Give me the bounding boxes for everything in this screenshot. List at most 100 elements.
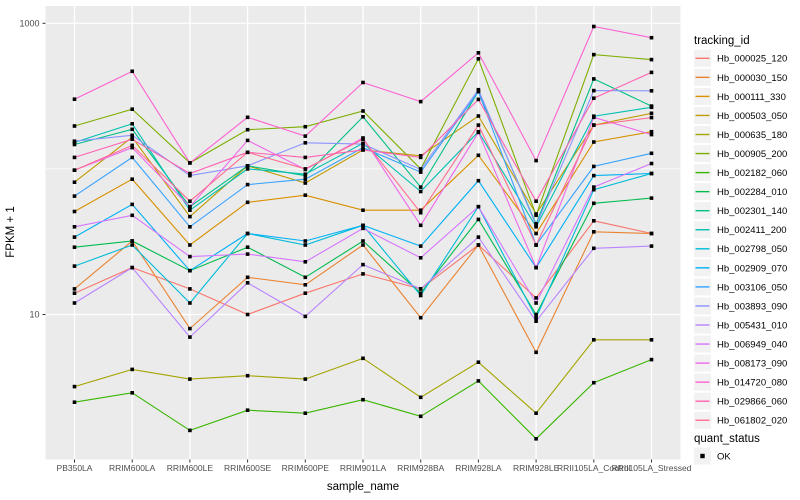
data-point — [476, 178, 481, 183]
data-point — [72, 225, 77, 229]
data-point — [303, 172, 308, 176]
data-point — [418, 287, 423, 291]
data-point — [649, 105, 654, 110]
data-point — [188, 204, 192, 209]
data-point — [476, 130, 481, 135]
data-point — [245, 167, 250, 171]
legend-label: Hb_003106_050 — [717, 282, 787, 293]
data-point — [72, 301, 77, 305]
legend-item-Hb_000025_120: Hb_000025_120 — [694, 49, 787, 67]
data-point — [534, 223, 538, 228]
data-point — [649, 35, 654, 40]
legend-item-Hb_002284_010: Hb_002284_010 — [694, 183, 787, 201]
data-point — [418, 210, 423, 215]
data-point — [130, 239, 134, 243]
legend-label: Hb_000635_180 — [717, 130, 787, 141]
data-point — [534, 437, 538, 441]
legend-label: Hb_008173_090 — [717, 359, 787, 370]
data-point — [592, 201, 596, 206]
data-point — [72, 194, 77, 198]
data-point — [188, 173, 192, 178]
data-point — [72, 209, 77, 214]
legend: Hb_000025_120 Hb_000030_150 Hb_000111_330 H… — [694, 49, 787, 465]
data-point — [72, 97, 77, 101]
legend-title-tracking-id: tracking_id — [694, 35, 750, 47]
data-point — [130, 155, 134, 160]
legend-label: Hb_000025_120 — [717, 54, 787, 65]
data-point — [592, 96, 596, 100]
data-point — [72, 384, 77, 389]
data-point — [188, 335, 192, 339]
data-point — [534, 411, 538, 415]
data-point — [72, 124, 77, 128]
data-point — [130, 243, 134, 247]
data-point — [361, 137, 365, 141]
data-point — [188, 254, 192, 259]
data-point — [303, 283, 308, 287]
data-point — [592, 24, 596, 29]
legend-item-Hb_000635_180: Hb_000635_180 — [694, 126, 787, 143]
axes: 1000 10 PB350LA RRIM600LA RRIM600LE RRIM600SE… — [19, 18, 691, 473]
data-point — [361, 142, 365, 146]
data-point — [72, 291, 77, 295]
data-point — [303, 260, 308, 264]
data-point — [303, 411, 308, 415]
legend-label: Hb_029866_060 — [717, 397, 787, 408]
data-point — [361, 239, 365, 243]
data-point — [534, 315, 538, 320]
data-point — [418, 291, 423, 295]
data-point — [476, 243, 481, 247]
data-point — [592, 185, 596, 189]
data-point — [245, 150, 250, 155]
data-point — [592, 123, 596, 127]
data-point — [72, 235, 77, 239]
data-point — [476, 114, 481, 118]
data-point — [303, 275, 308, 280]
data-point — [649, 161, 654, 166]
data-points — [72, 24, 654, 441]
data-point — [534, 265, 538, 270]
legend-label: Hb_000030_150 — [717, 73, 787, 84]
data-point — [476, 97, 481, 102]
data-point — [534, 213, 538, 218]
legend-item-Hb_002909_070: Hb_002909_070 — [694, 259, 787, 277]
data-point — [188, 377, 192, 381]
data-point — [188, 161, 192, 165]
legend-item-Hb_029866_060: Hb_029866_060 — [694, 392, 787, 410]
data-point — [592, 140, 596, 144]
data-point — [592, 219, 596, 223]
data-point — [72, 180, 77, 184]
legend-label: Hb_006949_040 — [717, 339, 787, 350]
data-point — [361, 208, 365, 212]
data-point — [534, 243, 538, 247]
legend-label: Hb_003893_090 — [717, 301, 787, 312]
legend-item-Hb_000111_330: Hb_000111_330 — [694, 87, 786, 105]
data-point — [418, 167, 423, 172]
data-point — [361, 80, 365, 85]
data-point — [592, 246, 596, 251]
data-point — [534, 296, 538, 300]
data-point — [476, 204, 481, 209]
data-point — [245, 164, 250, 168]
data-point — [245, 138, 250, 143]
legend-label: Hb_000905_200 — [717, 149, 787, 160]
data-point — [188, 225, 192, 229]
data-point — [649, 231, 654, 236]
data-point — [361, 223, 365, 228]
data-point — [418, 256, 423, 260]
x-tick-label: RRIM600LE — [167, 463, 214, 473]
x-tick-label: RRIM600SE — [224, 463, 272, 473]
data-point — [245, 275, 250, 280]
legend-item-Hb_002798_050: Hb_002798_050 — [694, 240, 787, 258]
data-point — [303, 134, 308, 138]
data-point — [649, 196, 654, 200]
legend-item-Hb_006949_040: Hb_006949_040 — [694, 335, 787, 353]
data-point — [72, 245, 77, 249]
data-point — [649, 115, 654, 120]
data-point — [361, 356, 365, 361]
x-tick-label: PB350LA — [57, 463, 93, 473]
data-point — [72, 264, 77, 268]
data-point — [476, 87, 481, 92]
